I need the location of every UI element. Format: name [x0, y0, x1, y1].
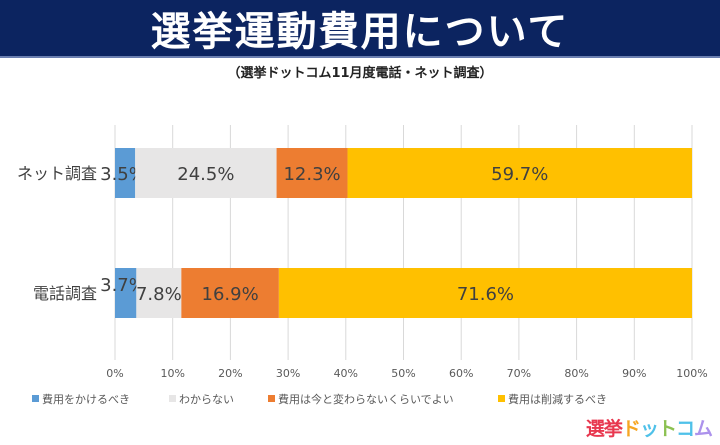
x-tick-label: 60% [449, 367, 473, 380]
data-label: 3.5% [100, 164, 146, 185]
x-tick-label: 70% [507, 367, 531, 380]
bar-segment [115, 148, 136, 198]
bar-segment [181, 268, 279, 318]
x-tick-label: 50% [391, 367, 415, 380]
legend-label: わからない [179, 393, 234, 406]
site-logo: 選挙ドットコム [585, 418, 713, 440]
x-tick-label: 20% [218, 367, 242, 380]
legend-swatch [268, 395, 275, 402]
title-banner: 選挙運動費用について [0, 0, 720, 58]
legend-label: 費用は今と変わらないくらいでよい [278, 392, 454, 406]
x-tick-label: 10% [160, 367, 184, 380]
data-label: 24.5% [177, 164, 234, 185]
data-label: 16.9% [202, 284, 259, 305]
bar-segment [135, 148, 277, 198]
bar-segment [347, 148, 692, 198]
x-tick-label: 30% [276, 367, 300, 380]
legend-swatch [169, 395, 176, 402]
bar-segment [136, 268, 182, 318]
data-label: 71.6% [457, 284, 514, 305]
subtitle: （選挙ドットコム11月度電話・ネット調査） [227, 66, 493, 81]
bar-segment [278, 268, 692, 318]
legend-label: 費用をかけるべき [42, 392, 130, 406]
x-tick-label: 90% [622, 367, 646, 380]
x-tick-label: 40% [334, 367, 358, 380]
data-label: 7.8% [136, 284, 182, 305]
x-tick-label: 0% [106, 367, 123, 380]
data-label: 3.7% [100, 275, 146, 296]
category-label: ネット調査 [17, 164, 97, 183]
legend-label: 費用は削減するべき [508, 392, 607, 406]
page-title: 選挙運動費用について [150, 9, 570, 55]
data-label: 59.7% [491, 164, 548, 185]
bar-segment [276, 148, 348, 198]
legend-swatch [498, 395, 505, 402]
x-tick-label: 100% [676, 367, 707, 380]
x-tick-label: 80% [564, 367, 588, 380]
bar-segment [115, 268, 137, 318]
data-label: 12.3% [283, 164, 340, 185]
legend-swatch [32, 395, 39, 402]
category-label: 電話調査 [33, 284, 97, 303]
